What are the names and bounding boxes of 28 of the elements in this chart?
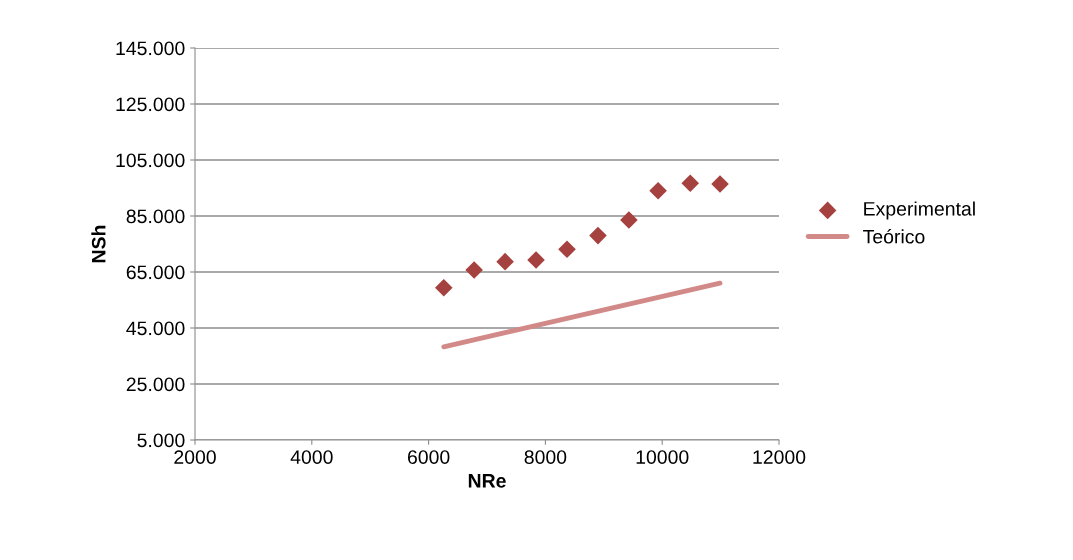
legend-label: Experimental <box>864 201 975 220</box>
point <box>527 251 545 269</box>
point <box>681 174 700 193</box>
y-tick-label: 145.000 <box>116 41 185 56</box>
x-tick-label: 8000 <box>524 450 567 464</box>
y-tick-label: 45.000 <box>126 321 185 336</box>
y-axis-title: NSh <box>91 225 106 263</box>
legend-label: Teórico <box>863 229 925 244</box>
x-axis-title: NRe <box>468 474 506 488</box>
x-tick-label: 2000 <box>174 450 216 464</box>
x-tick-label: 10000 <box>636 450 689 464</box>
point <box>711 175 729 193</box>
x-tick-label: 12000 <box>753 450 806 464</box>
point <box>465 261 483 279</box>
point <box>496 252 514 271</box>
x-tick-label: 6000 <box>407 450 450 464</box>
point <box>589 226 607 245</box>
y-tick-label: 5.000 <box>137 433 185 448</box>
y-tick-label: 125.000 <box>116 97 185 112</box>
point <box>558 240 576 259</box>
y-tick-label: 25.000 <box>126 377 185 392</box>
point <box>435 278 453 297</box>
y-tick-label: 85.000 <box>126 209 185 224</box>
point <box>649 182 667 200</box>
y-tick-label: 65.000 <box>126 265 185 280</box>
point <box>620 211 638 229</box>
y-tick-label: 105.000 <box>116 153 185 168</box>
x-tick-label: 4000 <box>290 450 333 464</box>
